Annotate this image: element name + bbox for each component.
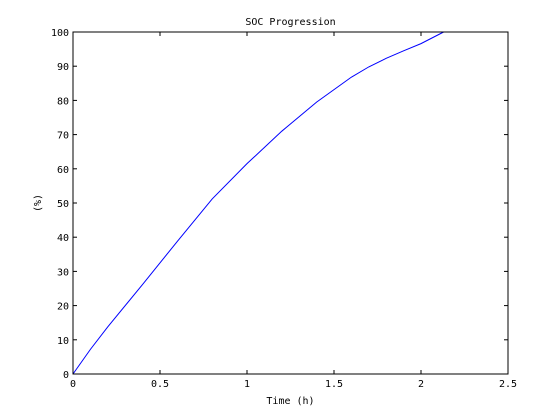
x-tick-label: 1 bbox=[244, 379, 250, 390]
chart-title: SOC Progression bbox=[245, 17, 335, 28]
x-ticks: 0 0.5 1 1.5 2 2.5 bbox=[70, 32, 517, 390]
x-tick-label: 1.5 bbox=[325, 379, 343, 390]
plot-area bbox=[73, 32, 508, 374]
x-axis-label: Time (h) bbox=[266, 396, 314, 407]
y-tick-label: 50 bbox=[57, 199, 69, 210]
soc-series-line bbox=[72, 31, 444, 375]
x-tick-label: 2.5 bbox=[499, 379, 517, 390]
y-tick-label: 90 bbox=[57, 62, 69, 73]
y-tick-label: 30 bbox=[57, 267, 69, 278]
y-tick-label: 60 bbox=[57, 165, 69, 176]
x-tick-label: 0.5 bbox=[151, 379, 169, 390]
x-tick-label: 2 bbox=[418, 379, 424, 390]
x-tick-label: 0 bbox=[70, 379, 76, 390]
y-tick-label: 70 bbox=[57, 131, 69, 142]
series-layer bbox=[72, 31, 444, 375]
y-tick-label: 10 bbox=[57, 336, 69, 347]
y-tick-label: 80 bbox=[57, 96, 69, 107]
y-ticks: 0 10 20 30 40 50 60 70 80 90 100 bbox=[51, 28, 508, 381]
y-axis-label: (%) bbox=[33, 194, 44, 212]
y-tick-label: 20 bbox=[57, 302, 69, 313]
y-tick-label: 100 bbox=[51, 28, 69, 39]
y-tick-label: 0 bbox=[63, 370, 69, 381]
y-tick-label: 40 bbox=[57, 233, 69, 244]
